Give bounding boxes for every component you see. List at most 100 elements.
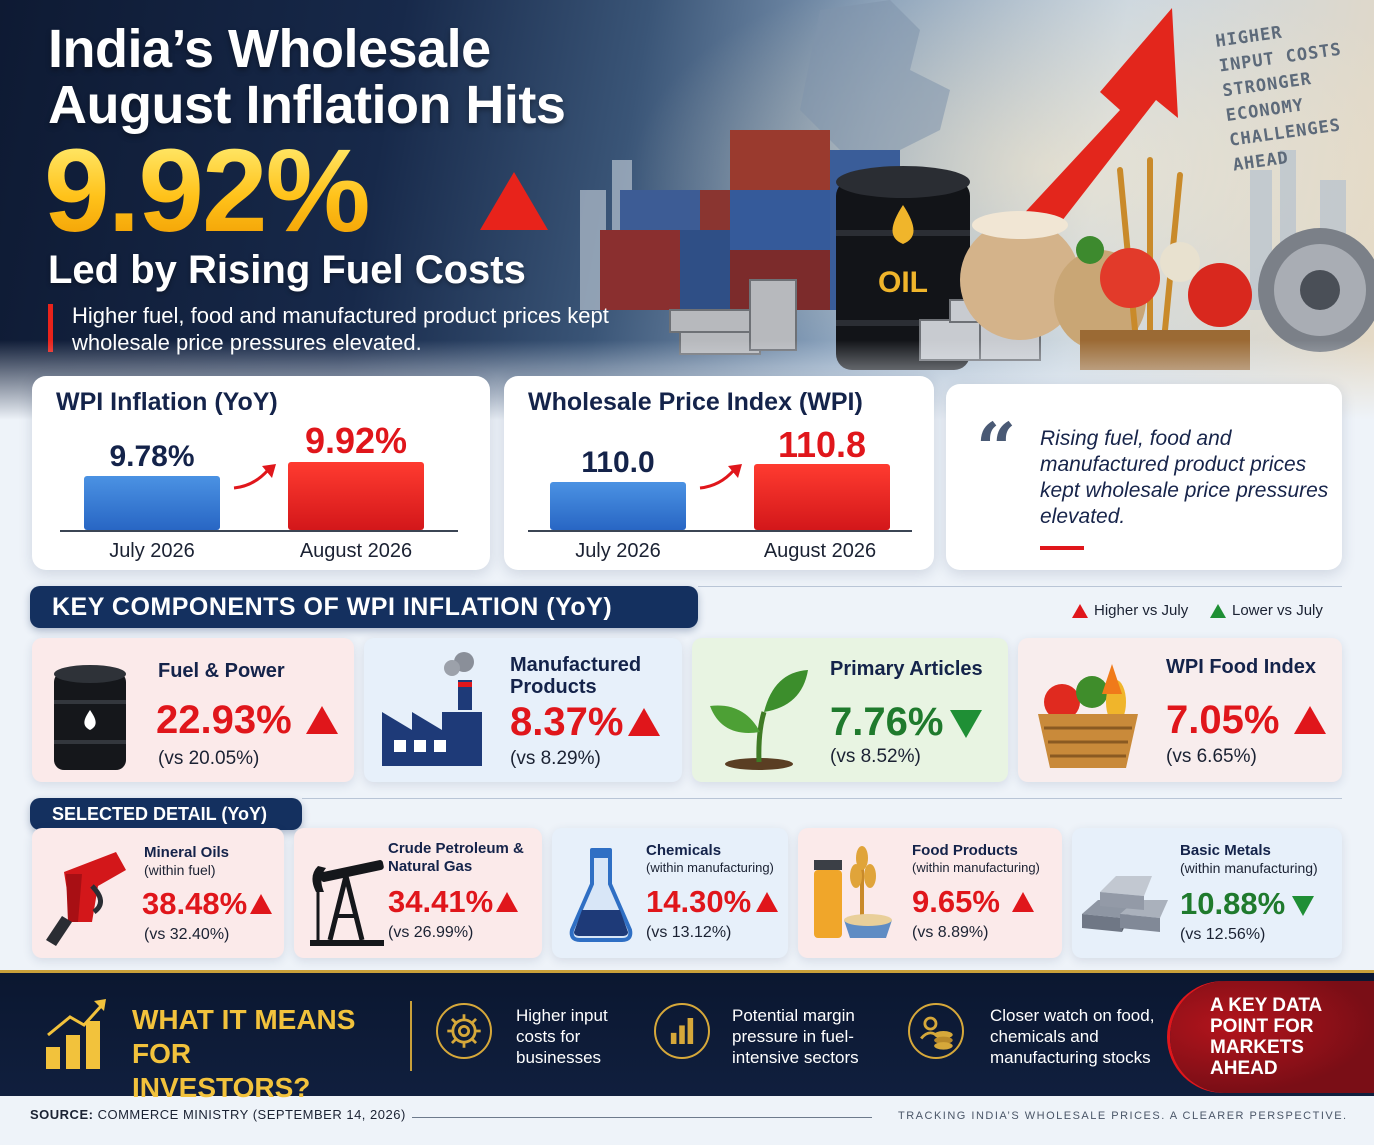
investor-point: Closer watch on food, chemicals and manu… <box>990 1006 1155 1067</box>
up-arrow-icon <box>756 892 778 912</box>
component-title: Fuel & Power <box>158 660 285 682</box>
bar-value-august: 9.92% <box>304 420 408 461</box>
food-basket-icon <box>1038 664 1138 768</box>
page-subtitle: Led by Rising Fuel Costs <box>48 248 526 292</box>
component-title: WPI Food Index <box>1166 656 1316 678</box>
legend-lower: Lower vs July <box>1210 602 1323 619</box>
component-title: Primary Articles <box>830 658 983 680</box>
component-previous: (vs 8.52%) <box>830 746 921 767</box>
headline-up-arrow-icon <box>480 172 548 230</box>
trend-up-arrow-icon <box>699 464 742 490</box>
detail-previous: (vs 13.12%) <box>646 924 732 941</box>
wpi-index-card-title: Wholesale Price Index (WPI) <box>528 388 863 416</box>
quote-mark-icon: “ <box>976 407 1017 490</box>
footer-tagline: TRACKING INDIA’S WHOLESALE PRICES. A CLE… <box>898 1110 1348 1122</box>
investor-band: WHAT IT MEANS FOR INVESTORS? Higher inpu… <box>0 970 1374 1103</box>
trend-up-arrow-icon <box>233 464 276 490</box>
component-previous: (vs 20.05%) <box>158 748 260 769</box>
section-divider <box>302 798 1342 799</box>
quote-accent-rule <box>1040 546 1084 550</box>
component-card-food-index: WPI Food Index 7.05% (vs 6.65%) <box>1018 638 1342 782</box>
bar-july <box>84 476 220 530</box>
food-products-icon <box>814 846 892 938</box>
detail-card-mineral-oils: Mineral Oils (within fuel) 38.48% (vs 32… <box>32 828 284 958</box>
component-value: 7.76% <box>830 700 944 744</box>
selected-detail-heading: SELECTED DETAIL (YoY) <box>30 798 302 830</box>
bar-label-august: August 2026 <box>299 540 413 562</box>
key-components-heading: KEY COMPONENTS OF WPI INFLATION (YoY) <box>30 586 698 628</box>
detail-title: Basic Metals <box>1180 842 1271 859</box>
component-previous: (vs 6.65%) <box>1166 746 1257 767</box>
detail-value: 14.30% <box>646 884 752 919</box>
bar-value-july: 110.0 <box>581 446 655 479</box>
quote-text: Rising fuel, food and manufactured produ… <box>1040 427 1329 528</box>
detail-previous: (vs 8.89%) <box>912 924 989 941</box>
detail-title: Mineral Oils <box>144 844 230 861</box>
detail-value: 9.65% <box>912 884 1000 919</box>
oil-barrel-icon <box>54 665 126 770</box>
investor-band-title: WHAT IT MEANS FOR INVESTORS? <box>132 1004 356 1103</box>
source-label: SOURCE: <box>30 1107 94 1122</box>
detail-subtitle: (within manufacturing) <box>646 860 774 875</box>
fuel-nozzle-icon <box>46 852 126 946</box>
coins-people-icon <box>908 1003 964 1059</box>
source-text: COMMERCE MINISTRY (SEPTEMBER 14, 2026) <box>97 1107 406 1122</box>
bar-value-july: 9.78% <box>109 440 195 473</box>
chart-baseline <box>60 530 458 532</box>
page-title-line-1: India’s Wholesale <box>48 19 491 79</box>
component-title: Manufactured Products <box>510 654 642 698</box>
detail-title: Food Products <box>912 842 1018 859</box>
barrel-label: OIL <box>878 266 928 299</box>
band-divider <box>410 1001 412 1071</box>
component-card-fuel-power: Fuel & Power 22.93% (vs 20.05%) <box>32 638 354 782</box>
bar-label-august: August 2026 <box>763 540 877 562</box>
detail-subtitle: (within manufacturing) <box>1180 860 1318 876</box>
legend-higher: Higher vs July <box>1072 602 1188 619</box>
detail-previous: (vs 32.40%) <box>144 926 230 943</box>
bar-value-august: 110.8 <box>777 424 867 465</box>
detail-subtitle: (within fuel) <box>144 862 216 878</box>
bar-july <box>550 482 686 530</box>
investor-cta-badge: A KEY DATA POINT FOR MARKETS AHEAD <box>1170 981 1374 1093</box>
bar-chart-icon <box>654 1003 710 1059</box>
sprout-icon <box>710 670 808 770</box>
component-value: 22.93% <box>156 698 292 742</box>
up-arrow-icon <box>306 706 338 734</box>
footer-divider <box>412 1117 872 1118</box>
up-arrow-icon <box>1294 706 1326 734</box>
detail-value: 10.88% <box>1180 886 1286 921</box>
up-arrow-icon <box>1012 892 1034 912</box>
hero-tagline: HIGHER INPUT COSTS STRONGER ECONOMY CHAL… <box>1214 9 1374 178</box>
detail-card-chemicals: Chemicals (within manufacturing) 14.30% … <box>552 828 788 958</box>
detail-previous: (vs 26.99%) <box>388 924 474 941</box>
steel-coil <box>1258 228 1374 352</box>
headline-inflation-value: 9.92% <box>44 125 371 257</box>
page-title-line-2: August Inflation Hits <box>48 75 566 135</box>
detail-card-basic-metals: Basic Metals (within manufacturing) 10.8… <box>1072 828 1342 958</box>
wpi-inflation-card-title: WPI Inflation (YoY) <box>56 388 278 416</box>
quote-card: “ Rising fuel, food and manufactured pro… <box>946 384 1342 570</box>
grain-sacks <box>960 211 1146 350</box>
legend-higher-label: Higher vs July <box>1094 602 1189 619</box>
red-up-triangle-icon <box>1072 603 1088 618</box>
detail-value: 34.41% <box>388 884 494 919</box>
component-value: 7.05% <box>1166 698 1280 742</box>
india-map-silhouette <box>800 0 950 200</box>
up-arrow-icon <box>496 892 518 912</box>
wpi-index-card: Wholesale Price Index (WPI) 110.0 110.8 … <box>504 376 934 570</box>
wpi-inflation-card: WPI Inflation (YoY) 9.78% 9.92% July 202… <box>32 376 490 570</box>
investor-point: Potential margin pressure in fuel-intens… <box>732 1006 859 1067</box>
bar-august <box>754 464 890 530</box>
component-value: 8.37% <box>510 700 624 744</box>
detail-value: 38.48% <box>142 886 248 921</box>
metal-ingots-icon <box>1082 876 1168 932</box>
flask-icon <box>569 848 633 942</box>
factory-icon <box>382 652 482 766</box>
detail-subtitle: (within manufacturing) <box>912 860 1040 875</box>
component-previous: (vs 8.29%) <box>510 748 601 769</box>
chart-baseline <box>528 530 912 532</box>
hero-illustration: OIL <box>580 0 1374 370</box>
source-note: SOURCE: COMMERCE MINISTRY (SEPTEMBER 14,… <box>30 1107 406 1122</box>
detail-title: Chemicals <box>646 842 722 859</box>
bar-label-july: July 2026 <box>575 540 661 562</box>
